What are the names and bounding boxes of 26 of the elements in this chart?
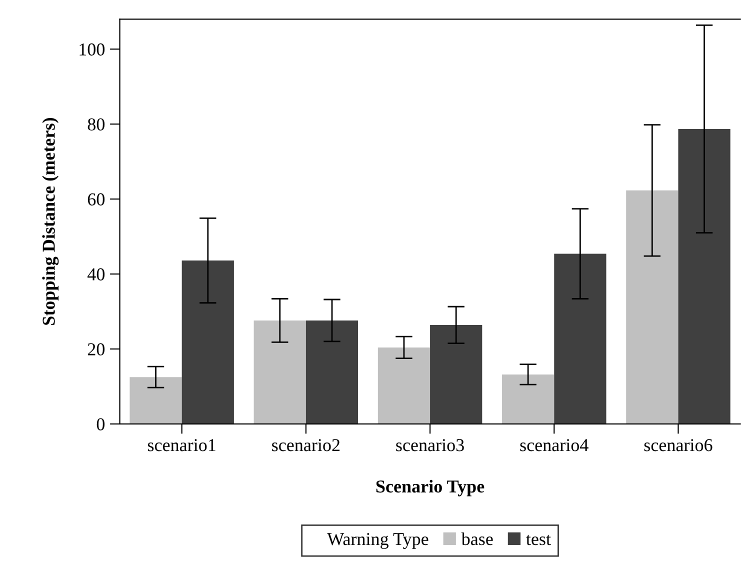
bar: [502, 374, 554, 424]
x-tick-label: scenario1: [148, 439, 216, 452]
x-axis-title: Scenario Type: [376, 480, 484, 496]
x-tick-label: scenario4: [520, 439, 588, 452]
y-tick-label: 0: [96, 418, 105, 430]
y-tick-label: 20: [88, 343, 105, 356]
legend-title: Warning Type: [327, 533, 428, 549]
x-tick-label: scenario3: [396, 439, 464, 452]
bar: [626, 190, 678, 424]
y-tick-label: 80: [88, 118, 105, 131]
bar: [306, 320, 358, 424]
bar: [182, 260, 234, 424]
bar: [130, 377, 182, 424]
y-tick-label: 100: [80, 43, 105, 56]
legend-label: test: [526, 534, 551, 546]
x-tick-label: scenario2: [272, 439, 340, 452]
bar: [378, 347, 430, 424]
bar: [430, 324, 482, 424]
x-tick-label: scenario6: [644, 439, 712, 452]
y-tick-label: 60: [88, 193, 105, 206]
bar: [678, 128, 730, 424]
y-axis-title: Stopping Distance (meters): [42, 118, 59, 325]
legend-label: base: [461, 532, 493, 546]
bar: [554, 254, 606, 424]
y-tick-label: 40: [88, 268, 105, 280]
bar: [254, 320, 306, 424]
